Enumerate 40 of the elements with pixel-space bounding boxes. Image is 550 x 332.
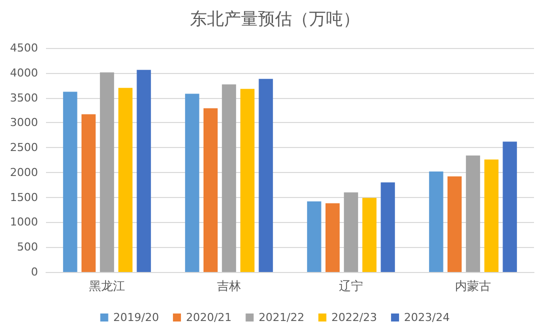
bar <box>222 84 236 272</box>
bar <box>362 198 376 272</box>
bar <box>380 182 395 272</box>
y-tick-label: 4500 <box>10 42 38 54</box>
bar <box>100 72 114 272</box>
bar <box>344 192 358 272</box>
y-tick-label: 1500 <box>10 190 38 204</box>
legend-label: 2019/20 <box>113 311 159 324</box>
bar <box>63 92 78 272</box>
y-tick-label: 0 <box>31 266 38 278</box>
y-tick-label: 2000 <box>10 166 38 179</box>
y-tick-label: 1000 <box>10 216 38 229</box>
legend-label: 2023/24 <box>404 311 450 324</box>
bar <box>429 171 444 272</box>
bar <box>240 88 254 272</box>
bar <box>502 142 517 272</box>
legend-label: 2021/22 <box>258 311 304 324</box>
bar <box>136 70 151 272</box>
bar <box>466 156 480 272</box>
bar <box>204 108 218 272</box>
bar <box>448 176 462 272</box>
x-tick-label: 吉林 <box>217 279 241 293</box>
y-tick-label: 3500 <box>10 91 38 104</box>
chart-title: 东北产量预估（万吨） <box>190 10 360 30</box>
bar <box>258 78 273 272</box>
x-tick-label: 黑龙江 <box>89 279 125 293</box>
y-tick-label: 4000 <box>10 66 38 80</box>
x-tick-label: 内蒙古 <box>455 279 491 293</box>
bar <box>307 201 322 272</box>
x-tick-label: 辽宁 <box>339 279 363 293</box>
y-tick-label: 2500 <box>10 141 38 154</box>
bar <box>118 88 132 272</box>
y-tick-label: 500 <box>17 240 38 254</box>
bar <box>326 203 340 272</box>
legend-label: 2022/23 <box>331 311 378 324</box>
y-tick-label: 3000 <box>10 116 38 130</box>
legend-label: 2020/21 <box>186 311 232 324</box>
bar <box>484 160 498 272</box>
bar <box>82 114 96 272</box>
bar <box>185 94 200 272</box>
